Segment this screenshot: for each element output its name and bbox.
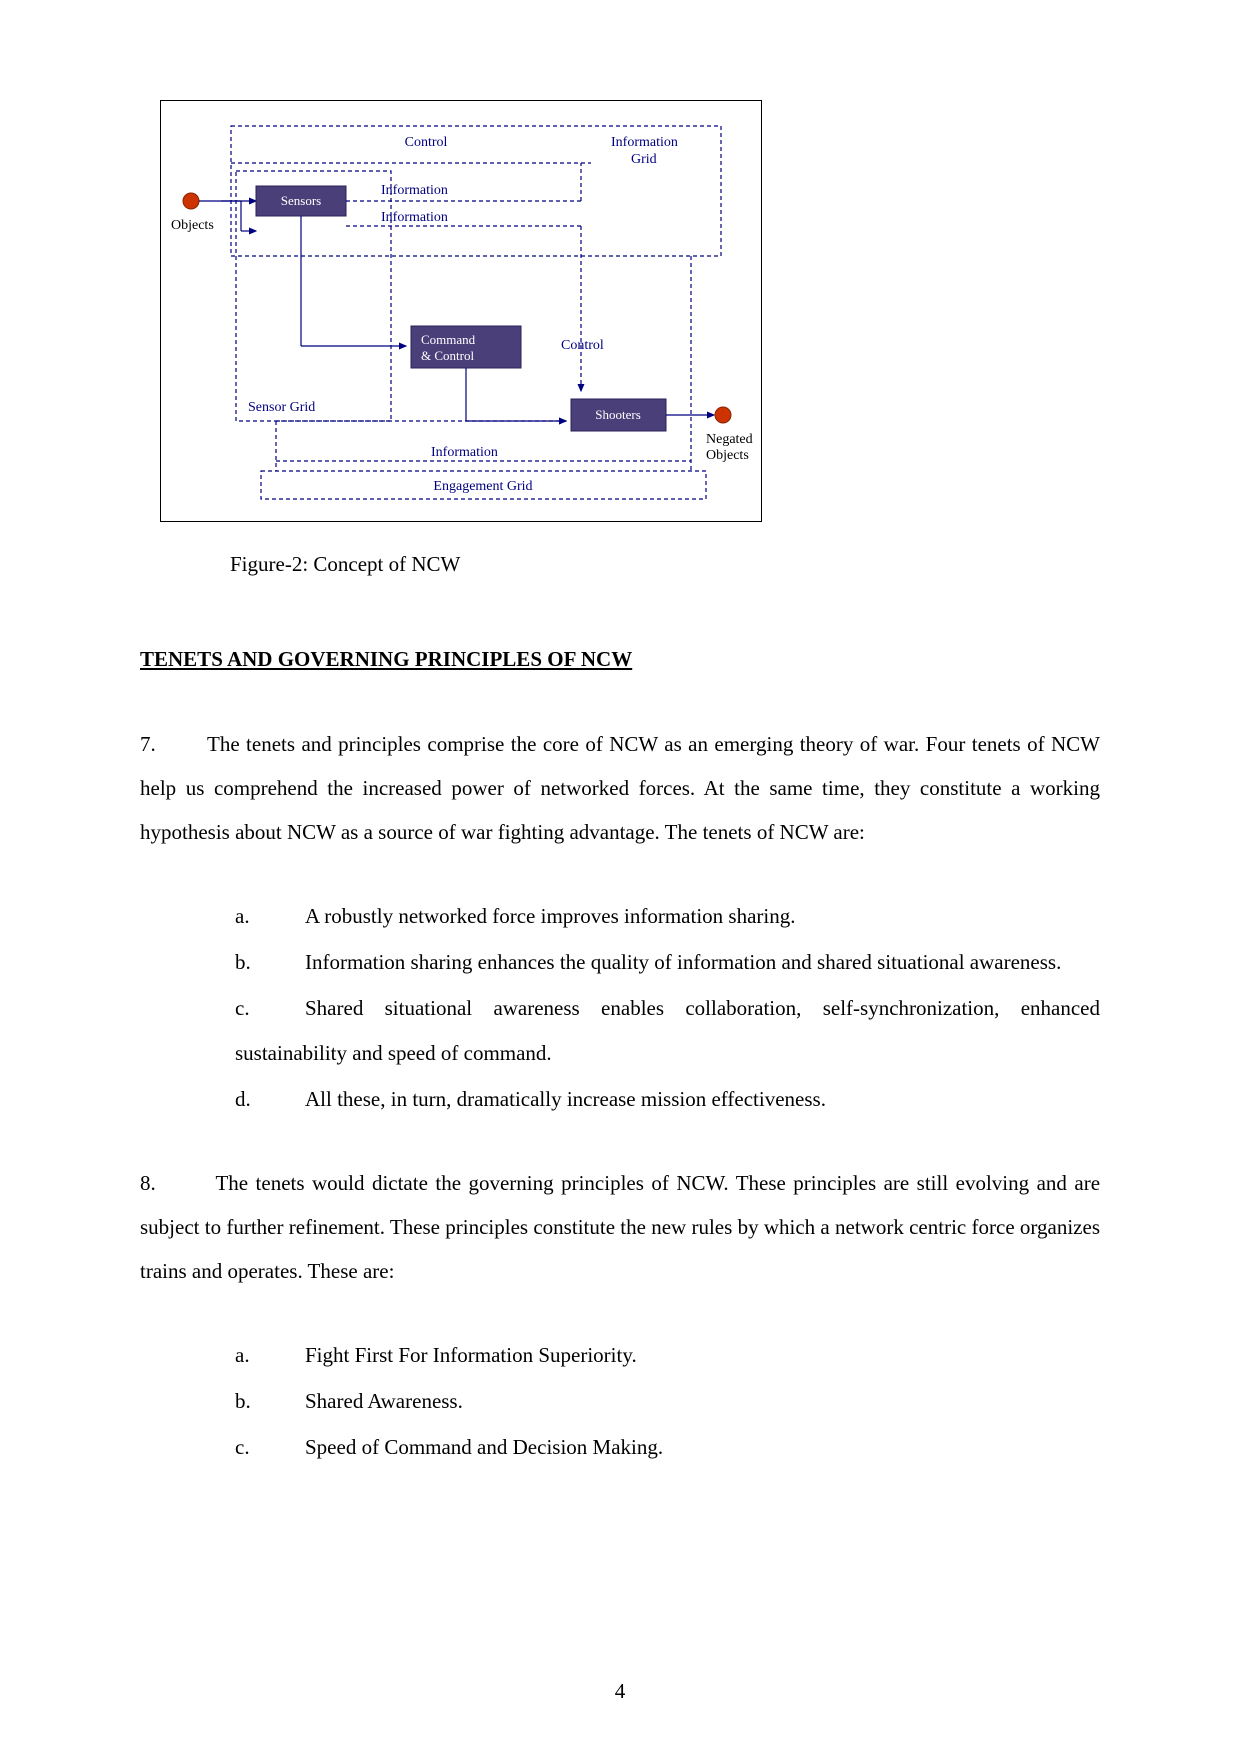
figure-caption: Figure-2: Concept of NCW: [230, 552, 1100, 577]
item-letter: c.: [235, 1425, 305, 1469]
label-control-mid: Control: [561, 338, 604, 353]
item-text: All these, in turn, dramatically increas…: [305, 1087, 826, 1111]
para-7-text: The tenets and principles comprise the c…: [140, 732, 1100, 844]
list-item: c.Shared situational awareness enables c…: [235, 986, 1100, 1074]
node-command-label-1: Command: [421, 332, 476, 347]
item-text: Speed of Command and Decision Making.: [305, 1435, 663, 1459]
figure-diagram: Information Grid Control Sensor Grid Obj…: [160, 100, 762, 522]
item-letter: c.: [235, 986, 305, 1030]
label-sensor-grid: Sensor Grid: [248, 400, 315, 415]
para-8-num: 8.: [140, 1161, 156, 1205]
node-shooters-label: Shooters: [595, 407, 641, 422]
item-text: Shared Awareness.: [305, 1389, 463, 1413]
list-item: c.Speed of Command and Decision Making.: [235, 1425, 1100, 1469]
item-text: Shared situational awareness enables col…: [235, 996, 1100, 1064]
label-control-top: Control: [405, 135, 448, 150]
item-letter: a.: [235, 1333, 305, 1377]
label-info-grid-2: Grid: [631, 152, 657, 167]
list-item: d.All these, in turn, dramatically incre…: [235, 1077, 1100, 1121]
item-letter: a.: [235, 894, 305, 938]
list-item: a.Fight First For Information Superiorit…: [235, 1333, 1100, 1377]
node-command-label-2: & Control: [421, 348, 474, 363]
label-negated: Negated: [706, 432, 753, 447]
item-text: Information sharing enhances the quality…: [305, 950, 1061, 974]
page-number: 4: [0, 1679, 1240, 1704]
node-sensors-label: Sensors: [281, 193, 321, 208]
list-8: a.Fight First For Information Superiorit…: [235, 1333, 1100, 1469]
page: Information Grid Control Sensor Grid Obj…: [0, 0, 1240, 1754]
paragraph-8: 8. The tenets would dictate the governin…: [140, 1161, 1100, 1293]
item-text: A robustly networked force improves info…: [305, 904, 795, 928]
list-item: b.Information sharing enhances the quali…: [235, 940, 1100, 984]
label-objects: Objects: [171, 218, 214, 233]
paragraph-7: 7. The tenets and principles comprise th…: [140, 722, 1100, 854]
para-8-text: The tenets would dictate the governing p…: [140, 1171, 1100, 1283]
list-item: a.A robustly networked force improves in…: [235, 894, 1100, 938]
list-item: b.Shared Awareness.: [235, 1379, 1100, 1423]
item-text: Fight First For Information Superiority.: [305, 1343, 637, 1367]
section-heading: TENETS AND GOVERNING PRINCIPLES OF NCW: [140, 647, 1100, 672]
label-information-1: Information: [381, 183, 448, 198]
item-letter: b.: [235, 940, 305, 984]
item-letter: b.: [235, 1379, 305, 1423]
label-information-2: Information: [381, 210, 448, 225]
list-7: a.A robustly networked force improves in…: [235, 894, 1100, 1120]
label-info-grid-1: Information: [611, 135, 678, 150]
para-7-num: 7.: [140, 722, 156, 766]
label-negated-objects: Objects: [706, 448, 749, 463]
label-information-3: Information: [431, 445, 498, 460]
label-engagement-grid: Engagement Grid: [433, 479, 532, 494]
item-letter: d.: [235, 1077, 305, 1121]
